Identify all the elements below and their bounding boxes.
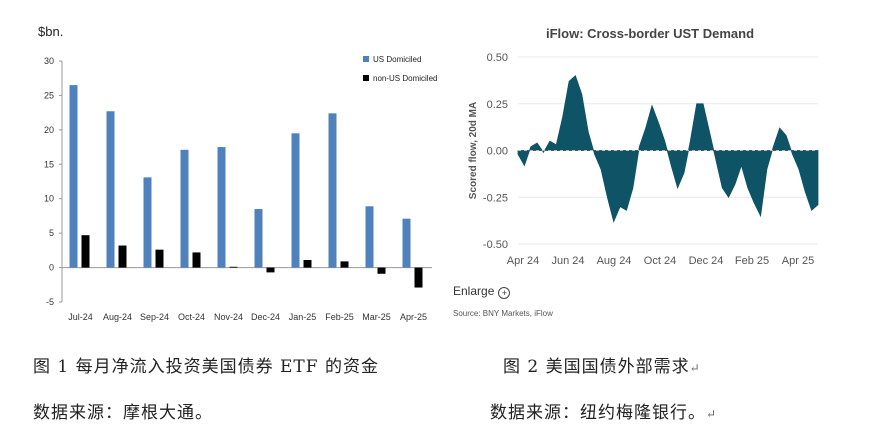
us-domiciled-bar (328, 113, 337, 268)
chart2-source: Source: BNY Markets, iFlow (453, 309, 553, 318)
chart2-x-tick-label: Oct 24 (644, 255, 676, 267)
y-tick-label: -5 (46, 297, 54, 307)
chart2-x-tick-label: Feb 25 (735, 255, 769, 267)
us-domiciled-bar (402, 218, 411, 268)
non-us-domiciled-bar (229, 266, 238, 268)
non-us-domiciled-bar (414, 267, 423, 288)
y-tick-label: 30 (44, 56, 54, 66)
scored-flow-area (517, 75, 819, 223)
chart2-title: iFlow: Cross-border UST Demand (546, 26, 754, 41)
x-tick-label: Jan-25 (289, 312, 317, 322)
enlarge-link[interactable]: Enlarge + (453, 284, 511, 299)
non-us-domiciled-bar (303, 259, 312, 268)
x-tick-label: Nov-24 (214, 312, 243, 322)
chart2-y-axis-label: Scored flow, 20d MA (468, 102, 479, 199)
enlarge-label: Enlarge (453, 284, 495, 298)
paragraph-mark: ↵ (689, 361, 701, 375)
legend-swatch (363, 56, 369, 62)
figure2-caption-wrap: 图 2 美国国债外部需求↵ (503, 352, 701, 377)
paragraph-mark: ↵ (706, 407, 718, 421)
chart2-x-tick-label: Apr 24 (507, 255, 539, 267)
x-tick-label: Feb-25 (325, 312, 354, 322)
non-us-domiciled-bar (340, 261, 349, 268)
chart2-x-tick-label: Jun 24 (551, 255, 584, 267)
us-domiciled-bar (254, 209, 263, 268)
us-domiciled-bar (180, 149, 189, 268)
chart2-x-tick-label: Aug 24 (597, 255, 632, 267)
y-axis-unit-label: $bn. (38, 24, 63, 39)
non-us-domiciled-bar (81, 235, 90, 268)
non-us-domiciled-bar (192, 252, 201, 268)
chart2-y-tick-label: 0.00 (487, 146, 508, 158)
chart2-y-tick-label: -0.50 (483, 239, 508, 251)
x-tick-label: Apr-25 (400, 312, 427, 322)
us-domiciled-bar (217, 147, 226, 268)
chart2-y-tick-label: 0.50 (487, 52, 508, 64)
x-tick-label: Dec-24 (251, 312, 280, 322)
chart2-x-tick-label: Dec 24 (689, 255, 724, 267)
y-tick-label: 10 (44, 194, 54, 204)
chart2-x-tick-label: Apr 25 (782, 255, 814, 267)
chart2-y-tick-label: 0.25 (487, 99, 508, 111)
plus-circle-icon: + (498, 287, 511, 299)
y-tick-label: 25 (44, 90, 54, 100)
y-tick-label: 0 (49, 263, 54, 273)
figure2-source: 数据来源：纽约梅隆银行。 (490, 403, 706, 423)
non-us-domiciled-bar (118, 245, 127, 268)
x-tick-label: Oct-24 (178, 312, 205, 322)
x-tick-label: Mar-25 (362, 312, 391, 322)
non-us-domiciled-bar (266, 267, 275, 273)
us-domiciled-bar (143, 177, 152, 268)
us-domiciled-bar (365, 206, 374, 268)
y-tick-label: 5 (49, 228, 54, 238)
etf-inflows-bar-chart: $bn. 30 25 20 15 10 5 0 -5 Jul-24 Aug-24 Sep-24 Oct-… (38, 24, 437, 322)
us-domiciled-bar (291, 133, 300, 268)
figure1-caption: 图 1 每月净流入投资美国债券 ETF 的资金 (33, 357, 379, 377)
figure2-source-wrap: 数据来源：纽约梅隆银行。↵ (490, 398, 717, 423)
x-tick-label: Sep-24 (140, 312, 169, 322)
legend-swatch (363, 75, 369, 81)
y-tick-label: 20 (44, 125, 54, 135)
us-domiciled-bar (106, 111, 115, 268)
x-tick-label: Jul-24 (68, 312, 93, 322)
chart2-y-tick-label: -0.25 (483, 192, 508, 204)
y-tick-label: 15 (44, 159, 54, 169)
figure1-source: 数据来源：摩根大通。 (33, 403, 213, 423)
non-us-domiciled-bar (155, 249, 164, 268)
legend-label: US Domiciled (373, 55, 421, 64)
legend-label: non-US Domiciled (373, 74, 437, 83)
us-domiciled-bar (69, 85, 78, 268)
iflow-ust-demand-area-chart: iFlow: Cross-border UST Demand Scored flo… (468, 26, 819, 267)
non-us-domiciled-bar (377, 267, 386, 274)
x-tick-label: Aug-24 (103, 312, 132, 322)
figure2-caption: 图 2 美国国债外部需求 (503, 357, 690, 377)
